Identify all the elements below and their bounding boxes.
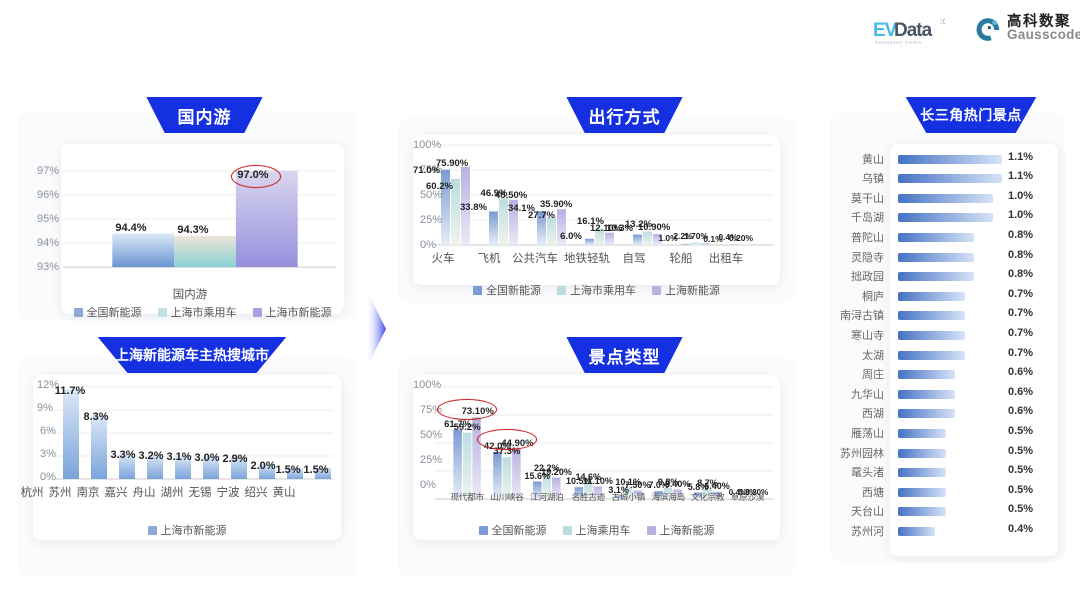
svg-text:SHANGHAI CHINA: SHANGHAI CHINA [875, 40, 922, 45]
svg-text:Data: Data [894, 20, 933, 41]
